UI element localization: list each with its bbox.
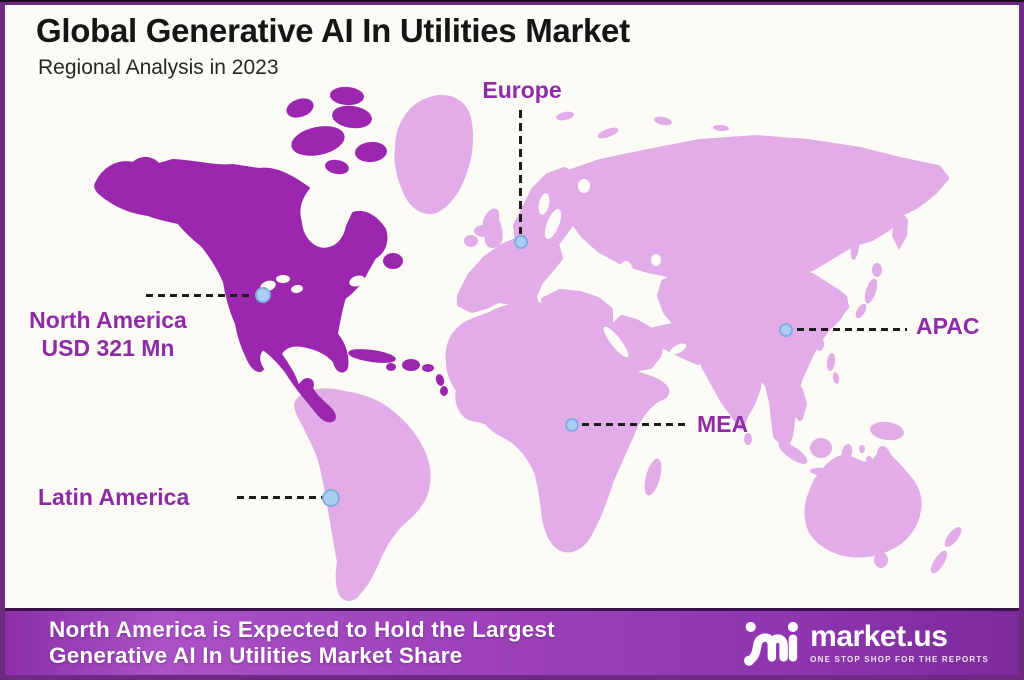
- footer-headline-line1: North America is Expected to Hold the La…: [49, 617, 555, 642]
- region-iran: [651, 323, 705, 365]
- arctic-islands: [286, 86, 403, 269]
- region-label-mea: MEA: [697, 411, 749, 437]
- top-edge: [0, 0, 1024, 2]
- region-label-apac: APAC: [916, 313, 980, 339]
- region-australia: [804, 446, 922, 558]
- brand-name: market.us: [810, 620, 948, 653]
- caribbean-islands: [348, 349, 448, 396]
- callout-line-north-america: [146, 294, 254, 297]
- region-label-latin-america: Latin America: [38, 484, 190, 510]
- region-south-america: [294, 388, 431, 601]
- page-title: Global Generative AI In Utilities Market: [36, 12, 630, 49]
- callout-line-mea: [582, 423, 690, 426]
- callout-line-europe: [519, 110, 522, 234]
- map-marker-latin-america: [322, 489, 340, 507]
- map-marker-mea: [565, 418, 579, 432]
- brand-tagline: ONE STOP SHOP FOR THE REPORTS: [810, 655, 989, 664]
- korea: [835, 288, 849, 314]
- region-indochina: [769, 369, 807, 449]
- inland-seas: [260, 179, 687, 358]
- region-greenland: [394, 95, 474, 214]
- region-russia: [557, 135, 949, 285]
- region-india: [697, 347, 763, 430]
- footer-banner: North America is Expected to Hold the La…: [5, 608, 1019, 675]
- callout-line-latin-america: [237, 496, 323, 499]
- region-north-america: [94, 156, 388, 423]
- callout-line-apac: [797, 328, 907, 331]
- footer-headline: North America is Expected to Hold the La…: [49, 617, 555, 669]
- header: Global Generative AI In Utilities Market…: [36, 12, 630, 80]
- kamchatka: [892, 208, 908, 250]
- market-us-logo-icon: [744, 621, 799, 666]
- region-label-north-america: North America USD 321 Mn: [29, 307, 187, 361]
- map-marker-europe: [514, 235, 528, 249]
- map-marker-apac: [779, 323, 793, 337]
- brand-logo: market.us ONE STOP SHOP FOR THE REPORTS: [744, 618, 989, 668]
- region-label-europe: Europe: [482, 77, 562, 103]
- footer-headline-line2: Generative AI In Utilities Market Share: [49, 643, 463, 668]
- islands: [464, 111, 962, 574]
- map-marker-north-america: [255, 287, 271, 303]
- brand-text: market.us ONE STOP SHOP FOR THE REPORTS: [810, 620, 989, 665]
- page-subtitle: Regional Analysis in 2023: [38, 56, 279, 79]
